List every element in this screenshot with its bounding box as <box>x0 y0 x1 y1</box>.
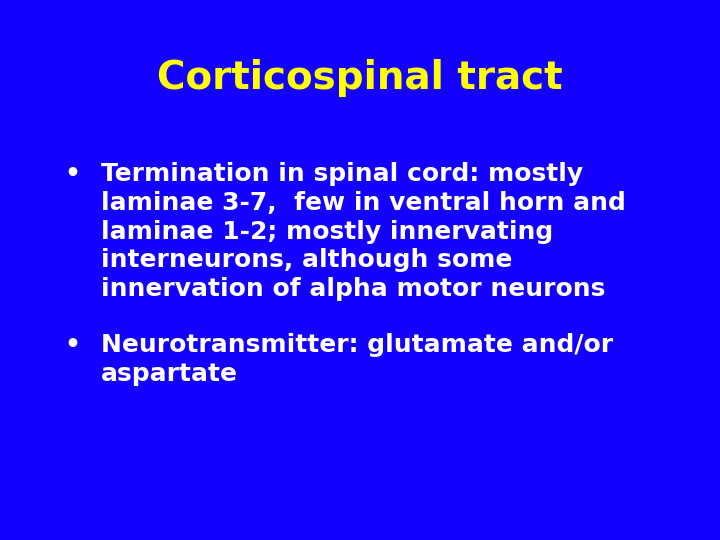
Text: Corticospinal tract: Corticospinal tract <box>157 59 563 97</box>
Text: Termination in spinal cord: mostly
laminae 3-7,  few in ventral horn and
laminae: Termination in spinal cord: mostly lamin… <box>101 162 626 301</box>
Text: •: • <box>65 333 81 357</box>
Text: Neurotransmitter: glutamate and/or
aspartate: Neurotransmitter: glutamate and/or aspar… <box>101 333 613 386</box>
Text: •: • <box>65 162 81 186</box>
